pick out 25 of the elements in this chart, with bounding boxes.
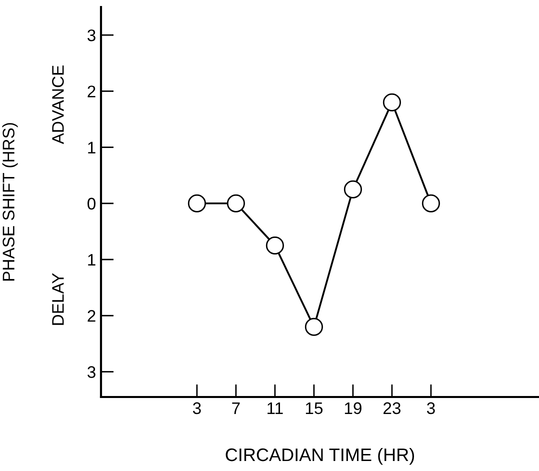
- x-axis-title: CIRCADIAN TIME (HR): [226, 448, 414, 465]
- x-tick-label: 11: [268, 402, 283, 414]
- point: [266, 236, 284, 255]
- y-tick-label: 1: [88, 254, 96, 266]
- x-tick-label: 7: [232, 402, 240, 414]
- point: [344, 180, 362, 198]
- text: ADVANCE: [52, 66, 64, 144]
- y-tick-label: 2: [88, 310, 96, 322]
- y-tick-label: 3: [88, 366, 96, 378]
- point: [304, 318, 323, 336]
- y-tick-label: 2: [88, 86, 96, 98]
- y-tick-label: 3: [88, 29, 96, 42]
- point: [188, 194, 206, 212]
- text: DELAY: [52, 273, 64, 325]
- point: [382, 93, 401, 112]
- x-tick-label: 3: [192, 402, 201, 414]
- x-tick-label: 3: [426, 402, 435, 414]
- y-axis-title: PHASE SHIFT (HRS): [2, 123, 18, 281]
- y-tick-label: 0: [88, 198, 96, 210]
- y-tick-label: 1: [88, 142, 96, 154]
- point: [422, 194, 440, 212]
- x-tick-label: 15: [306, 402, 323, 414]
- x-tick-label: 23: [384, 402, 400, 414]
- x-tick-label: 19: [344, 402, 362, 414]
- point: [226, 194, 245, 212]
